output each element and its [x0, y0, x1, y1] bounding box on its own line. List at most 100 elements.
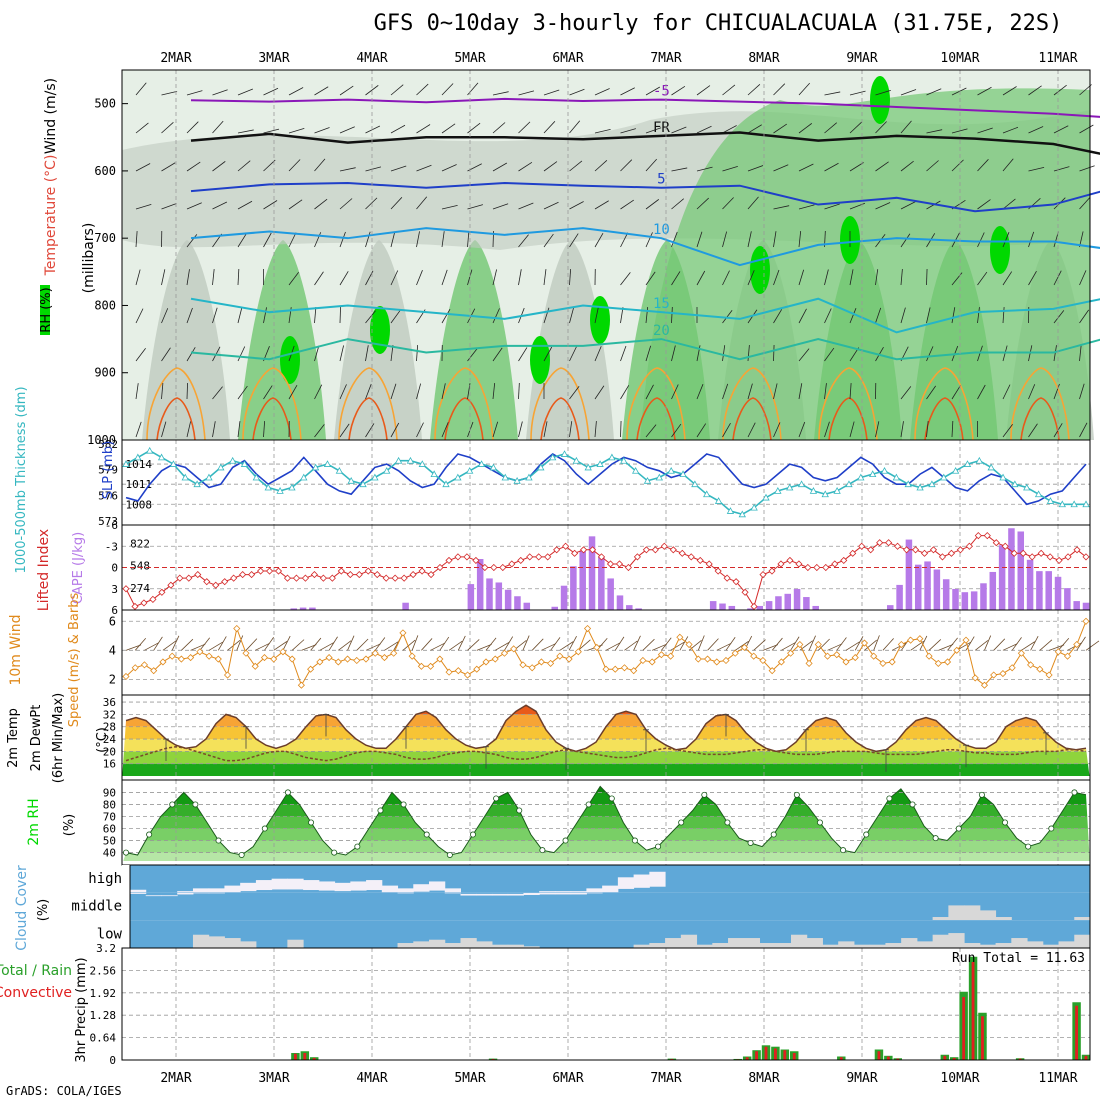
- wind-speed-point: [279, 648, 287, 656]
- wind-barb: [1002, 232, 1010, 248]
- wind-barb: [645, 307, 649, 324]
- wind-barb: [518, 383, 520, 400]
- cloud-bar-low: [460, 938, 477, 948]
- lifted-point: [212, 581, 220, 589]
- cape-bar: [607, 578, 614, 610]
- rh-point: [331, 849, 338, 856]
- wind-barb: [365, 310, 376, 324]
- wind-barb: [416, 164, 432, 172]
- wind-speed-point: [611, 665, 619, 673]
- wind-speed-point: [777, 658, 785, 666]
- wind-barb: [926, 307, 931, 324]
- lifted-point: [786, 556, 794, 564]
- wind-barb: [339, 423, 350, 438]
- temperature-contour-line: [190, 182, 1100, 213]
- wind-barb: [190, 643, 206, 651]
- wind-barb: [725, 636, 736, 651]
- y-tick-label: 700: [94, 231, 116, 245]
- lifted-point: [858, 542, 866, 550]
- wind-speed-point: [685, 640, 693, 649]
- thickness-point: [466, 466, 474, 474]
- wind-barb: [288, 159, 301, 172]
- wind-barb: [773, 83, 786, 96]
- rh-point: [215, 837, 222, 844]
- rh-point: [840, 847, 847, 854]
- wind-speed-point: [427, 662, 435, 670]
- wind-barb: [993, 638, 1006, 651]
- cape-bar: [933, 569, 941, 610]
- wind-barb: [569, 346, 577, 362]
- date-label-bottom: 4MAR: [356, 1071, 387, 1086]
- wind-barb: [181, 638, 194, 651]
- temperature-contour-warm: [914, 367, 974, 441]
- cape-bar: [793, 588, 801, 610]
- wind-barb: [926, 129, 943, 134]
- thickness-point: [857, 473, 865, 481]
- wind-barb: [824, 122, 838, 134]
- wind-barb: [328, 636, 338, 651]
- cloud-bar-low: [224, 938, 241, 948]
- thickness-point: [738, 510, 746, 518]
- wind-barb: [543, 121, 556, 134]
- cloud-bar-high: [413, 884, 430, 892]
- wind-speed-point: [750, 652, 758, 660]
- wind-barb: [900, 386, 912, 400]
- rh-point: [123, 849, 130, 856]
- lifted-point: [319, 574, 327, 582]
- wind-barb: [977, 127, 993, 134]
- wind-barb: [951, 128, 968, 134]
- thickness-point: [560, 450, 569, 457]
- wind-barb: [1053, 166, 1070, 172]
- wind-barb: [594, 200, 609, 210]
- wind-barb: [441, 383, 446, 400]
- rh-fill-column: [430, 240, 518, 440]
- wind-barb: [900, 233, 911, 248]
- wind-barb: [339, 126, 355, 134]
- side-label-total-rain: Total / Rain: [0, 963, 72, 979]
- y-tick-label: 90: [103, 786, 116, 799]
- lifted-point: [490, 563, 498, 572]
- cloud-bar-low: [444, 943, 461, 948]
- wind-barb: [263, 200, 278, 210]
- thickness-point: [1058, 500, 1066, 508]
- cloud-bar-middle: [995, 917, 1012, 921]
- wind-speed-point: [990, 671, 998, 679]
- side-label-temperature: Temperature (°C): [43, 155, 59, 277]
- wind-barb: [773, 205, 790, 210]
- thickness-point: [394, 456, 403, 464]
- date-label-top: 6MAR: [552, 51, 583, 66]
- wind-barb: [614, 636, 625, 651]
- wind-barb: [824, 269, 829, 286]
- y-tick-label-lifted: 0: [111, 562, 118, 575]
- side-label-minmax: (6hr Min/Max): [51, 693, 66, 783]
- wind-speed-point: [177, 655, 185, 663]
- cape-bar: [1064, 588, 1071, 610]
- cloud-level-label: middle: [71, 899, 122, 915]
- wind-barb: [161, 121, 174, 134]
- wind-barb: [1079, 345, 1082, 362]
- lifted-point: [696, 556, 704, 564]
- y-tick-label: 1.92: [90, 987, 117, 1000]
- y-axis-label-rh: 2m RH: [26, 798, 42, 845]
- lifted-point: [795, 560, 803, 568]
- rh-fill-saturated: [280, 336, 300, 384]
- precip-run-total: Run Total = 11.63: [952, 951, 1085, 966]
- wind-barb: [1002, 423, 1013, 438]
- wind-barb: [875, 161, 889, 172]
- wind-barb: [314, 424, 325, 438]
- lifted-point: [894, 542, 902, 550]
- wind-barb: [171, 635, 180, 651]
- wind-barb: [854, 636, 864, 651]
- wind-barb: [900, 160, 914, 172]
- wind-barb: [339, 384, 347, 400]
- wind-barb: [928, 639, 942, 651]
- wind-barb: [926, 268, 928, 286]
- wind-barb: [671, 307, 673, 324]
- lifted-point: [938, 553, 947, 561]
- wind-barb: [441, 308, 451, 324]
- wind-barb: [824, 347, 835, 362]
- lifted-point: [885, 539, 893, 547]
- lifted-point: [436, 563, 444, 572]
- wind-barb: [522, 635, 530, 651]
- lifted-point: [714, 567, 722, 575]
